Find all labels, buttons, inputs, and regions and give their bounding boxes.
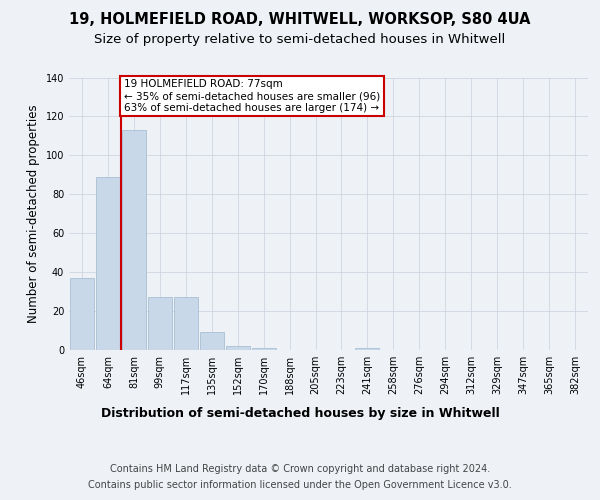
Bar <box>70 278 94 350</box>
Bar <box>226 346 250 350</box>
Bar <box>96 177 120 350</box>
Y-axis label: Number of semi-detached properties: Number of semi-detached properties <box>27 104 40 323</box>
Bar <box>251 348 275 350</box>
Text: Contains public sector information licensed under the Open Government Licence v3: Contains public sector information licen… <box>88 480 512 490</box>
Text: 19 HOLMEFIELD ROAD: 77sqm
← 35% of semi-detached houses are smaller (96)
63% of : 19 HOLMEFIELD ROAD: 77sqm ← 35% of semi-… <box>124 80 380 112</box>
Bar <box>148 298 172 350</box>
Bar <box>174 298 198 350</box>
Text: 19, HOLMEFIELD ROAD, WHITWELL, WORKSOP, S80 4UA: 19, HOLMEFIELD ROAD, WHITWELL, WORKSOP, … <box>69 12 531 28</box>
Bar <box>122 130 146 350</box>
Bar <box>355 348 379 350</box>
Text: Distribution of semi-detached houses by size in Whitwell: Distribution of semi-detached houses by … <box>101 408 499 420</box>
Bar <box>200 332 224 350</box>
Text: Contains HM Land Registry data © Crown copyright and database right 2024.: Contains HM Land Registry data © Crown c… <box>110 464 490 474</box>
Text: Size of property relative to semi-detached houses in Whitwell: Size of property relative to semi-detach… <box>94 32 506 46</box>
